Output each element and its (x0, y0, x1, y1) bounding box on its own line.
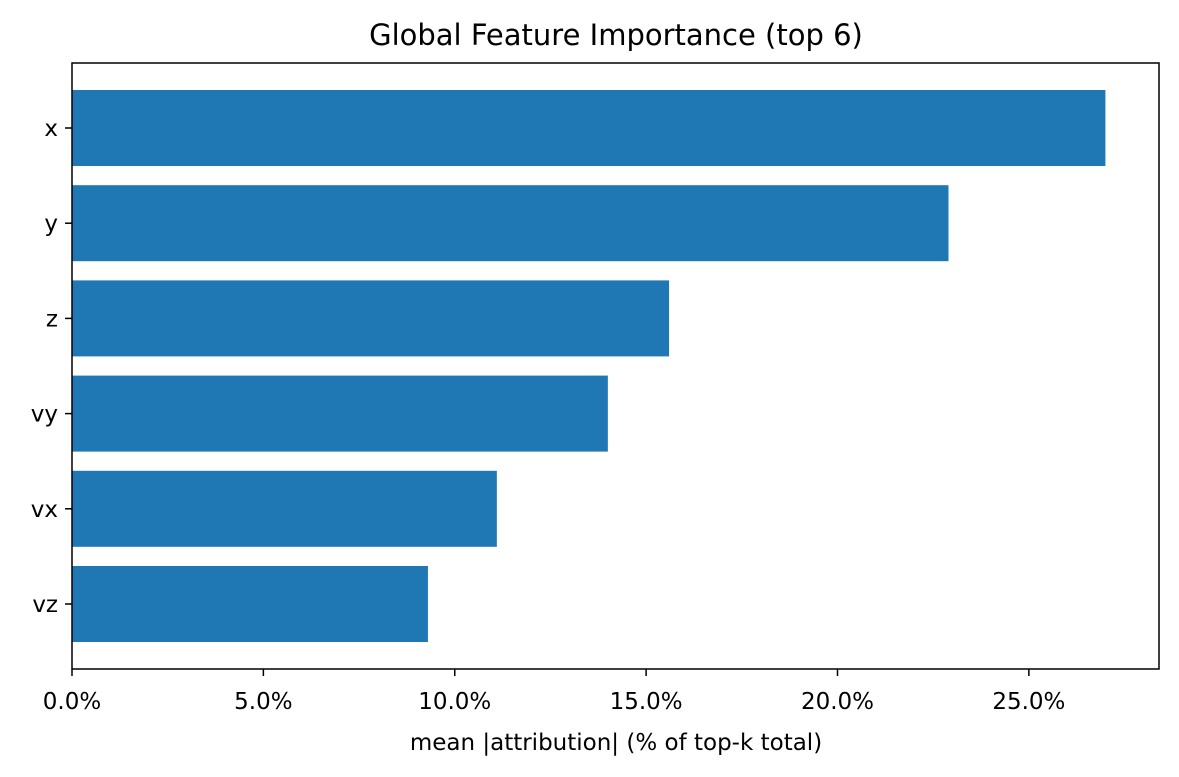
y-tick-label: x (44, 116, 58, 142)
bar-y (72, 185, 949, 262)
plot-frame (71, 62, 1160, 670)
y-tick-label: vz (32, 592, 58, 618)
y-tick-label: vy (31, 402, 58, 428)
x-axis: 0.0% 5.0% 10.0% 15.0% 20.0% 25.0% (43, 669, 1065, 715)
y-tick-label: z (46, 306, 58, 332)
y-tick-label: vx (31, 497, 58, 523)
x-tick-label: 10.0% (418, 689, 491, 715)
y-axis: x y z vy vx vz (31, 116, 72, 618)
y-tick-label: y (44, 211, 58, 237)
bar-vy (72, 375, 608, 452)
x-tick-label: 0.0% (43, 689, 101, 715)
x-tick-label: 5.0% (234, 689, 292, 715)
plot-area (72, 90, 1106, 642)
bar-vx (72, 470, 497, 547)
x-tick-label: 25.0% (992, 689, 1065, 715)
x-tick-label: 20.0% (801, 689, 874, 715)
x-axis-label: mean |attribution| (% of top-k total) (410, 730, 822, 756)
x-tick-label: 15.0% (610, 689, 683, 715)
bar-z (72, 280, 670, 357)
chart-title: Global Feature Importance (top 6) (369, 18, 863, 52)
bar-vz (72, 566, 428, 642)
bar-x (72, 90, 1106, 166)
